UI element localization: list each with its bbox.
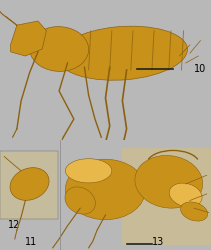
Text: 13: 13 (152, 237, 164, 247)
Polygon shape (11, 21, 46, 56)
Ellipse shape (169, 183, 202, 207)
Text: 11: 11 (25, 237, 38, 247)
Ellipse shape (30, 26, 89, 72)
Ellipse shape (135, 156, 203, 208)
Bar (122, 148, 211, 244)
Text: 12: 12 (8, 220, 21, 230)
Bar (0, 151, 58, 219)
Ellipse shape (65, 159, 112, 183)
Ellipse shape (65, 159, 146, 220)
Ellipse shape (57, 26, 187, 80)
Ellipse shape (181, 202, 208, 221)
Text: 10: 10 (194, 64, 206, 74)
Ellipse shape (10, 168, 49, 200)
Ellipse shape (65, 187, 95, 214)
